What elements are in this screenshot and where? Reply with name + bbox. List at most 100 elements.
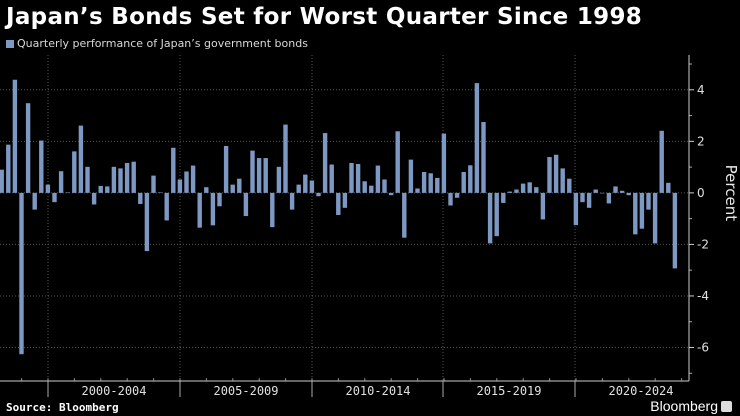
- bar: [0, 169, 4, 193]
- bar: [494, 192, 499, 237]
- bar: [32, 192, 37, 210]
- bar: [626, 192, 631, 196]
- bar: [336, 192, 341, 216]
- bar: [481, 122, 486, 193]
- bar: [428, 173, 433, 193]
- bar: [309, 180, 315, 193]
- bar: [91, 192, 97, 205]
- bar: [375, 165, 381, 193]
- bar: [415, 188, 420, 193]
- bar: [270, 192, 275, 228]
- bar: [98, 185, 103, 193]
- bar: [296, 184, 301, 193]
- y-tick-label: -2: [697, 237, 709, 251]
- bar: [659, 130, 664, 193]
- bar: [329, 164, 334, 193]
- bar: [652, 192, 658, 244]
- bar: [395, 131, 400, 193]
- bar: [553, 154, 559, 193]
- bar: [276, 166, 282, 193]
- bar: [501, 192, 506, 203]
- bar: [461, 171, 466, 193]
- bar: [85, 166, 90, 193]
- y-axis-label: Percent: [722, 165, 740, 222]
- bar: [19, 192, 24, 355]
- bar: [672, 192, 678, 269]
- bar: [316, 192, 321, 197]
- bar: [223, 145, 229, 193]
- bar: [619, 190, 625, 193]
- bar: [606, 192, 612, 204]
- bar: [283, 124, 288, 193]
- bar: [25, 103, 31, 193]
- bar: [573, 192, 579, 226]
- bar: [52, 192, 57, 203]
- bar: [184, 171, 189, 193]
- bar: [474, 83, 480, 193]
- bar: [78, 125, 84, 193]
- bar: [355, 164, 361, 193]
- chart-title: Japan’s Bonds Set for Worst Quarter Sinc…: [6, 4, 643, 30]
- legend-label: Quarterly performance of Japan’s governm…: [17, 37, 308, 50]
- bar: [138, 192, 143, 204]
- bar: [639, 192, 645, 229]
- bar: [303, 174, 308, 193]
- y-tick-label: -6: [697, 340, 709, 354]
- bar: [408, 159, 414, 193]
- x-tick-label: 2005-2009: [213, 384, 278, 398]
- bar: [72, 151, 77, 193]
- bar: [111, 166, 117, 193]
- brand-logo: Bloomberg: [650, 398, 718, 414]
- bar: [45, 184, 51, 193]
- source-note: Source: Bloomberg: [6, 401, 119, 414]
- bar: [560, 168, 565, 193]
- bar: [243, 192, 249, 217]
- bar: [131, 161, 136, 193]
- bar: [613, 186, 618, 193]
- bar: [633, 192, 638, 235]
- bar: [164, 192, 169, 221]
- bar: [540, 192, 546, 220]
- bar: [382, 179, 387, 193]
- x-tick-label: 2010-2014: [345, 384, 410, 398]
- bar: [468, 165, 473, 193]
- bar: [217, 192, 222, 207]
- legend-swatch: [6, 39, 14, 48]
- bar: [230, 184, 235, 193]
- bar: [6, 144, 11, 193]
- bar: [342, 192, 348, 208]
- bar: [547, 157, 552, 193]
- bar: [151, 175, 156, 193]
- bar: [487, 192, 493, 244]
- bar: [454, 192, 460, 198]
- bar: [250, 150, 255, 193]
- bar: [204, 187, 209, 193]
- bar: [666, 182, 671, 193]
- bar: [448, 192, 453, 206]
- bar: [646, 192, 651, 210]
- bar: [567, 178, 572, 193]
- y-tick-label: 4: [697, 83, 705, 97]
- bar: [171, 147, 176, 193]
- bar: [263, 158, 268, 193]
- bar: [520, 183, 526, 193]
- bar: [402, 192, 407, 238]
- bar: [580, 192, 585, 203]
- y-tick-label: 0: [697, 186, 705, 200]
- bar: [177, 179, 183, 193]
- bar: [507, 191, 513, 193]
- bar: [157, 192, 163, 193]
- bar: [527, 182, 532, 193]
- bar: [534, 187, 539, 193]
- x-tick-label: 2015-2019: [476, 384, 541, 398]
- bar: [58, 171, 64, 193]
- y-tick-label: -4: [697, 289, 709, 303]
- bar: [197, 192, 202, 228]
- bar: [118, 168, 123, 193]
- bar: [388, 192, 394, 196]
- bar: [210, 192, 216, 226]
- bar: [124, 162, 130, 193]
- bar: [237, 178, 242, 193]
- bar: [586, 192, 592, 208]
